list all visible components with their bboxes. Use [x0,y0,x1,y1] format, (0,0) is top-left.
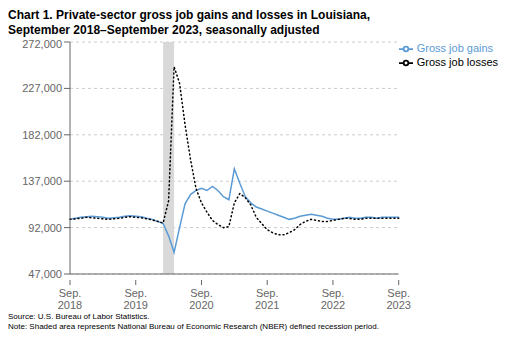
svg-text:Sep.2022: Sep.2022 [321,287,345,310]
svg-text:Sep.2021: Sep.2021 [255,287,279,310]
svg-text:47,000: 47,000 [28,268,62,280]
html-text:Gross job gains: Gross job gains [416,42,494,54]
svg-text:137,000: 137,000 [22,175,62,187]
svg-text:272,000: 272,000 [22,38,62,50]
svg-text:182,000: 182,000 [22,129,62,141]
html-text:September 2018–September 2023,: September 2018–September 2023, seasonall… [8,23,320,37]
svg-text:92,000: 92,000 [28,222,62,234]
svg-text:Sep.2018: Sep.2018 [58,287,82,310]
svg-text:Sep.2020: Sep.2020 [189,287,213,310]
html-text:Note: Shaded area represents N: Note: Shaded area represents National Bu… [8,322,379,331]
html-text:Gross job losses: Gross job losses [416,56,498,69]
html-text:Source: U.S. Bureau of Labor S: Source: U.S. Bureau of Labor Statistics. [8,312,150,321]
svg-text:Sep.2019: Sep.2019 [123,287,147,310]
svg-text:227,000: 227,000 [22,82,62,94]
html-text:Chart 1. Private-sector gross: Chart 1. Private-sector gross job gains … [8,8,371,22]
svg-text:Sep.2023: Sep.2023 [386,287,410,310]
